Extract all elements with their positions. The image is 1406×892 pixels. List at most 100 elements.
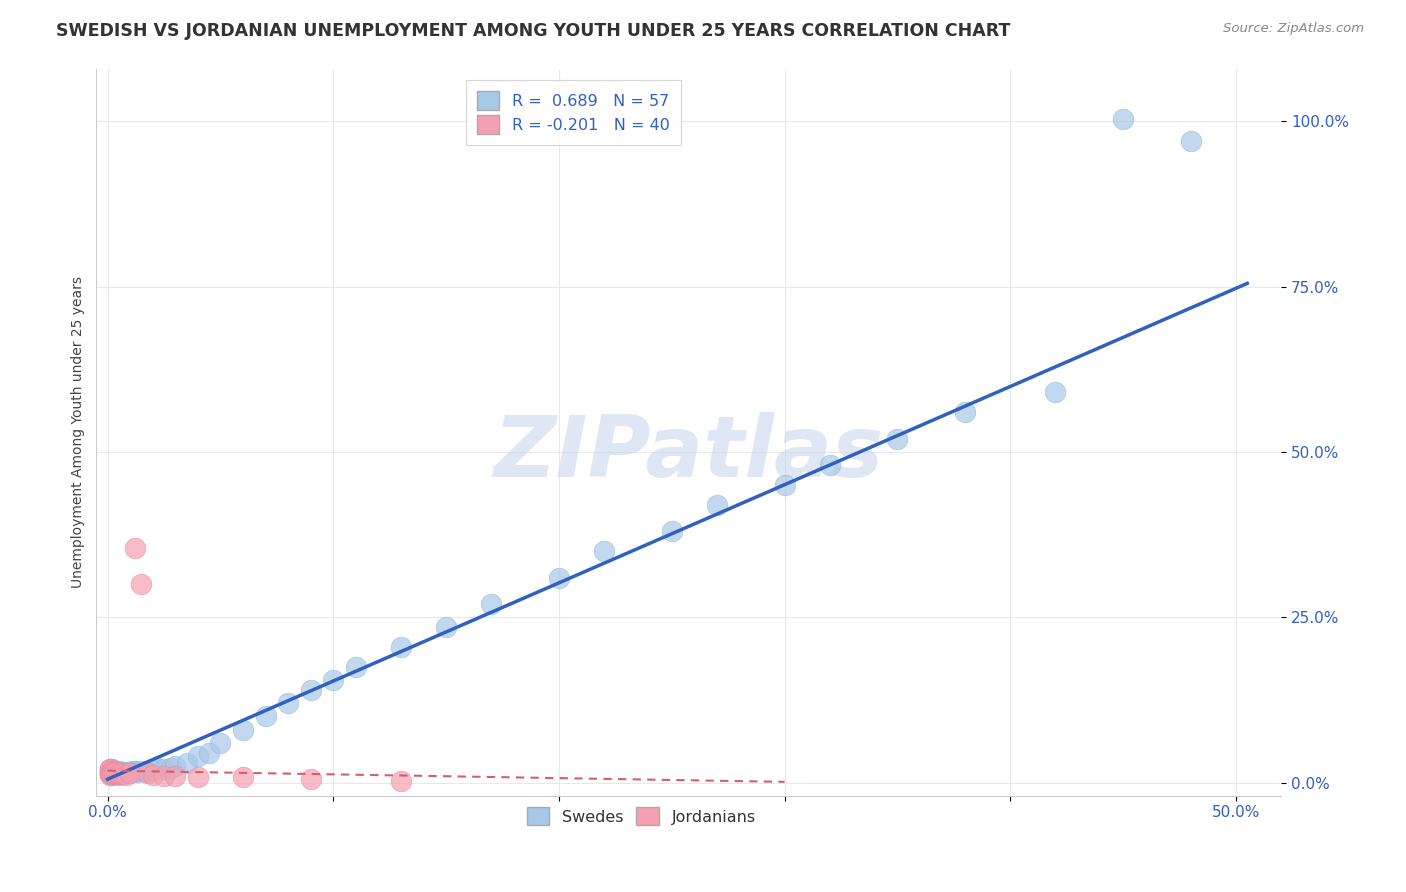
Point (110, 766, 132, 780)
Point (389, 774, 412, 789)
Point (101, 767, 124, 781)
Point (103, 764, 125, 778)
Point (142, 767, 165, 781)
Point (232, 770, 254, 784)
Point (103, 766, 125, 780)
Point (108, 765, 131, 780)
Point (661, 524, 683, 539)
Point (773, 478, 796, 492)
Point (434, 620, 457, 634)
Point (593, 544, 616, 558)
Point (101, 765, 124, 780)
Point (114, 764, 136, 779)
Point (98, 764, 121, 779)
Point (103, 764, 125, 779)
Point (105, 764, 128, 779)
Point (98, 765, 121, 780)
Point (322, 673, 344, 687)
Point (120, 764, 142, 779)
Point (98, 764, 121, 779)
Text: ZIPatlas: ZIPatlas (494, 412, 884, 495)
Point (159, 761, 181, 775)
Point (98, 762, 121, 776)
Point (112, 765, 135, 780)
Point (101, 767, 124, 781)
Point (209, 736, 232, 750)
Point (103, 764, 125, 779)
Text: Source: ZipAtlas.com: Source: ZipAtlas.com (1223, 22, 1364, 36)
Point (112, 767, 135, 781)
Point (103, 765, 125, 780)
Point (98, 762, 121, 776)
Point (121, 764, 143, 779)
Point (103, 764, 125, 779)
Point (124, 764, 146, 778)
Text: SWEDISH VS JORDANIAN UNEMPLOYMENT AMONG YOUTH UNDER 25 YEARS CORRELATION CHART: SWEDISH VS JORDANIAN UNEMPLOYMENT AMONG … (56, 22, 1011, 40)
Point (706, 498, 728, 512)
Point (114, 766, 136, 780)
Point (344, 660, 367, 674)
Point (131, 764, 153, 778)
Point (101, 764, 124, 779)
Point (135, 764, 157, 779)
Point (277, 696, 299, 710)
Point (136, 765, 159, 780)
Point (105, 764, 128, 779)
Point (232, 723, 254, 737)
Point (101, 762, 124, 776)
Point (105, 765, 128, 780)
Point (165, 759, 187, 773)
Point (98, 765, 121, 780)
Point (98, 766, 121, 780)
Point (176, 756, 198, 770)
Point (198, 746, 221, 760)
Point (108, 767, 131, 781)
Point (108, 765, 131, 780)
Point (818, 458, 841, 473)
Point (125, 764, 148, 779)
Point (165, 769, 187, 783)
Y-axis label: Unemployment Among Youth under 25 years: Unemployment Among Youth under 25 years (72, 277, 86, 588)
Point (389, 640, 412, 654)
Point (299, 772, 322, 787)
Point (101, 764, 124, 778)
Point (105, 766, 128, 780)
Legend: Swedes, Jordanians: Swedes, Jordanians (517, 797, 765, 835)
Point (142, 762, 165, 776)
Point (479, 597, 502, 611)
Point (299, 683, 322, 698)
Point (1045, 385, 1067, 400)
Point (153, 769, 176, 783)
Point (548, 571, 571, 585)
Point (103, 767, 125, 781)
Point (108, 764, 131, 778)
Point (98, 767, 121, 781)
Point (187, 749, 209, 764)
Point (953, 405, 976, 419)
Point (108, 767, 131, 781)
Point (98, 767, 121, 781)
Point (114, 767, 136, 781)
Point (98, 764, 121, 778)
Point (153, 762, 176, 776)
Point (101, 764, 124, 779)
Point (98, 763, 121, 777)
Point (110, 764, 132, 779)
Point (101, 766, 124, 780)
Point (98, 765, 121, 780)
Point (120, 766, 142, 780)
Point (146, 761, 169, 775)
Point (886, 432, 908, 446)
Point (98, 762, 121, 776)
Point (131, 577, 153, 591)
Point (254, 709, 277, 723)
Point (117, 765, 139, 780)
Point (105, 766, 128, 780)
Point (1180, 134, 1202, 148)
Point (124, 541, 146, 555)
Point (98, 764, 121, 778)
Point (101, 765, 124, 780)
Point (187, 770, 209, 784)
Point (110, 766, 132, 780)
Point (1112, 112, 1135, 127)
